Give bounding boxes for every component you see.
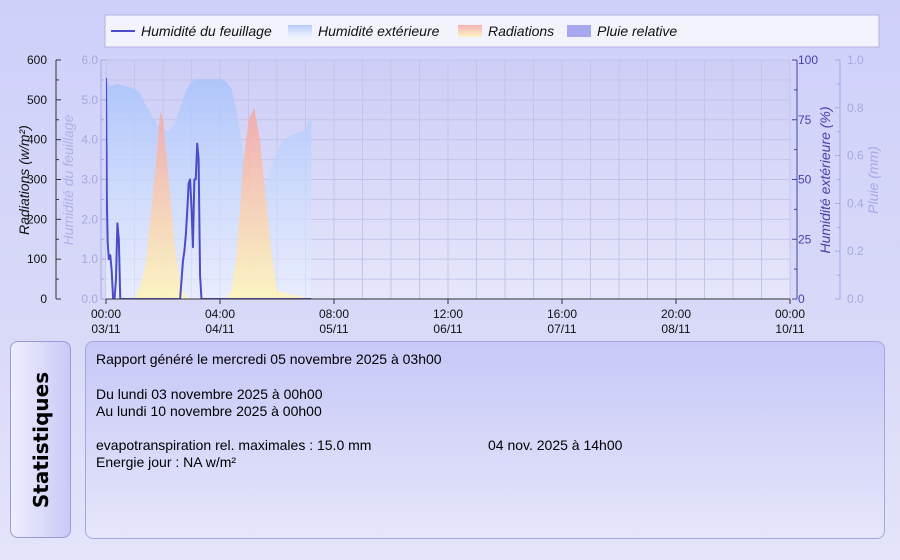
leaf-axis-tick-label: 6.0 [81,53,98,67]
legend-label-leaf-humidity: Humidité du feuillage [141,23,272,39]
rain-axis-tick-label: 0.0 [847,292,864,306]
humidity-axis-tick-label: 75 [798,113,812,127]
radiations-axis-tick-label: 400 [27,133,47,147]
humidity-axis: 0 25 50 75 100 [792,53,818,306]
statistics-panel: Rapport généré le mercredi 05 novembre 2… [85,341,885,539]
rain-axis-tick-label: 0.8 [847,101,864,115]
leaf-humidity-axis-label: Humidité du feuillage [60,114,76,245]
leaf-humidity-axis: 0.0 1.0 2.0 3.0 4.0 5.0 6.0 [81,53,106,306]
time-axis-tick-label: 20:00 [661,307,691,321]
humidity-axis-tick-label: 100 [798,53,818,67]
humidity-axis-tick-label: 25 [798,232,812,246]
rain-axis-tick-label: 0.6 [847,149,864,163]
legend-swatch-radiations [458,25,482,37]
statistics-tab-label: Statistiques [28,371,53,508]
radiations-axis-tick-label: 100 [27,252,47,266]
date-axis-tick-label: 03/11 [91,322,120,336]
radiations-axis-tick-label: 500 [27,93,47,107]
date-axis-tick-label: 08/11 [661,322,690,336]
radiations-axis-tick-label: 300 [27,173,47,187]
legend-box [104,14,880,48]
weather-chart: Humidité du feuillage Humidité extérieure… [16,14,881,336]
leaf-axis-tick-label: 5.0 [81,93,98,107]
radiations-axis: 0 100 200 300 400 500 600 [27,53,61,306]
legend-swatch-rain [567,25,591,37]
time-axis-tick-label: 08:00 [319,307,349,321]
date-axis-tick-label: 05/11 [319,322,348,336]
radiations-axis-label: Radiations (w/m²) [16,125,32,235]
rain-axis: 0.0 0.2 0.4 0.6 0.8 1.0 [835,53,864,306]
date-axis-tick-label: 07/11 [547,322,576,336]
legend-label-rain: Pluie relative [597,23,677,39]
time-axis-tick-label: 00:00 [775,307,805,321]
radiations-axis-tick-label: 200 [27,212,47,226]
time-axis-tick-label: 04:00 [205,307,235,321]
legend-label-outdoor-humidity: Humidité extérieure [318,23,440,39]
rain-axis-tick-label: 0.4 [847,196,864,210]
leaf-axis-tick-label: 4.0 [81,133,98,147]
report-generated-text: Rapport généré le mercredi 05 novembre 2… [96,351,442,367]
legend: Humidité du feuillage Humidité extérieure… [111,23,677,39]
legend-label-radiations: Radiations [488,23,554,39]
statistics-tab[interactable]: Statistiques [10,341,71,538]
radiations-axis-tick-label: 0 [40,292,47,306]
leaf-axis-tick-label: 1.0 [81,252,98,266]
date-axis-tick-label: 06/11 [433,322,462,336]
radiations-axis-tick-label: 600 [27,53,47,67]
period-end-text: Au lundi 10 novembre 2025 à 00h00 [96,403,322,419]
humidity-axis-tick-label: 0 [798,292,805,306]
leaf-humidity-line [106,77,312,299]
time-axis-tick-label: 16:00 [547,307,577,321]
rain-axis-tick-label: 0.2 [847,244,864,258]
time-axis-tick-label: 12:00 [433,307,463,321]
leaf-axis-tick-label: 2.0 [81,212,98,226]
rain-axis-label: Pluie (mm) [865,146,881,214]
energy-text: Energie jour : NA w/m² [96,454,237,470]
period-start-text: Du lundi 03 novembre 2025 à 00h00 [96,386,323,402]
evapotranspiration-date: 04 nov. 2025 à 14h00 [488,437,623,453]
time-axis-tick-label: 00:00 [91,307,121,321]
date-axis-tick-label: 10/11 [775,322,804,336]
time-axis: 00:0003/1104:0004/1108:0005/1112:0006/11… [91,299,805,336]
legend-swatch-outdoor-humidity [288,25,312,37]
humidity-axis-label: Humidité extérieure (%) [817,106,833,253]
radiations-area [106,107,312,299]
rain-axis-tick-label: 1.0 [847,53,864,67]
date-axis-tick-label: 04/11 [205,322,234,336]
evapotranspiration-text: evapotranspiration rel. maximales : 15.0… [96,437,372,453]
leaf-axis-tick-label: 3.0 [81,173,98,187]
leaf-axis-tick-label: 0.0 [81,292,98,306]
humidity-axis-tick-label: 50 [798,173,812,187]
